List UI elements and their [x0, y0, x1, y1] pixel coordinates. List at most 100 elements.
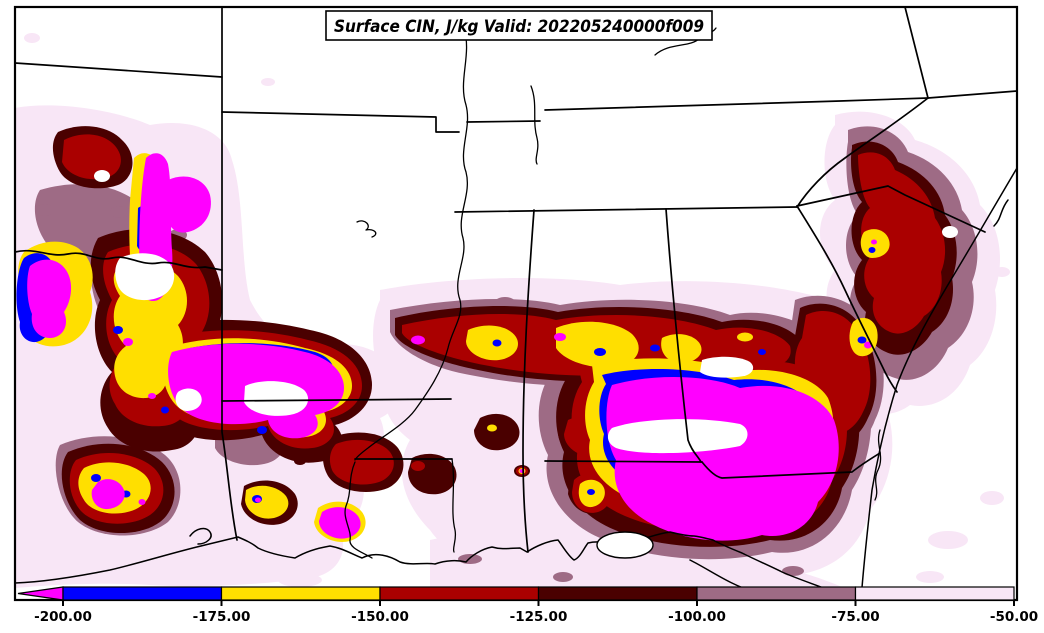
colorbar-tick-label: -175.00	[193, 609, 251, 625]
cin-layer-pink-shape	[604, 568, 636, 580]
cin-layer-blue-shape	[91, 474, 101, 482]
cin-layer-red-shape	[858, 152, 946, 334]
cin-layer-blue-shape	[868, 247, 876, 253]
cin-layer-pink-shape	[24, 33, 40, 43]
cin-layer-pink-shape	[261, 78, 275, 86]
cin-layer-pink-shape	[462, 572, 498, 584]
cin-field-white-holes-shape	[115, 253, 175, 301]
atlantic-coastline	[860, 167, 1017, 600]
cin-layer-magenta-shape	[411, 335, 425, 345]
cin-layer-pink-shape	[994, 267, 1010, 277]
ok-ar-tx-la-border	[221, 7, 238, 541]
colorbar-segment-yellow	[220, 586, 381, 601]
pearl-river	[451, 458, 457, 553]
fl-ga-river-squiggle	[874, 429, 882, 501]
cin-layer-magenta-shape	[166, 176, 211, 233]
cin-layer-mauve-shape	[36, 204, 54, 216]
ga-sc-border	[796, 205, 898, 393]
cin-layer-pink-shape	[916, 571, 944, 583]
cin-layer-blue-shape	[594, 348, 606, 356]
cin-layer-blue-shape	[161, 406, 169, 414]
cin-layer-mauve-shape	[110, 206, 130, 218]
cin-layer-pink-shape	[278, 573, 322, 587]
cin-layer-magenta-shape	[871, 239, 877, 245]
cin-layer-red-shape	[62, 134, 121, 180]
cin-layer-magenta-shape	[91, 479, 125, 510]
colorbar-segment-maroon	[537, 586, 698, 601]
cin-layer-blue-shape	[650, 344, 660, 352]
cin-layer-mauve-shape	[458, 554, 482, 564]
al-fl-border	[544, 460, 703, 463]
cin-layer-mauve-shape	[782, 566, 804, 576]
cin-layer-yellow-shape	[661, 334, 702, 364]
cin-layer-yellow-shape	[466, 325, 519, 361]
tn-ms-al-ga-border	[454, 206, 798, 213]
cin-layer-yellow-shape	[556, 321, 639, 368]
colorbar-tick-label: -50.00	[990, 609, 1038, 625]
cin-layer-red-shape	[329, 439, 394, 485]
colorbar-tick-label: -150.00	[351, 609, 409, 625]
ar-river-squiggle	[356, 220, 377, 238]
cin-layer-magenta-shape	[255, 497, 261, 503]
ks-ok-border	[15, 62, 223, 78]
mississippi-river	[354, 27, 469, 461]
ms-al-border	[522, 209, 535, 553]
lake-pontchartrain	[596, 531, 654, 559]
state-borders	[15, 7, 1017, 559]
colorbar: -200.00 -175.00 -150.00 -125.00 -100.00 -75.0…	[17, 586, 1038, 625]
cin-layer-maroon-shape	[474, 413, 520, 451]
cin-layer-magenta-shape	[138, 499, 146, 505]
cin-layer-blue-shape	[257, 426, 267, 434]
colorbar-tick-label: -100.00	[668, 609, 726, 625]
la-ar-border	[221, 398, 452, 402]
map-title-text: Surface CIN, J/kg Valid: 202205240000f00…	[334, 17, 704, 37]
cin-layer-blue-shape	[113, 326, 123, 334]
cin-layer-magenta-shape	[148, 393, 156, 399]
cin-field-white-holes	[94, 170, 958, 454]
nc-sc-border	[796, 185, 986, 233]
cin-field-white-holes-shape	[175, 388, 202, 411]
cin-layer-maroon-shape	[294, 457, 306, 465]
cin-layer-blue-shape	[758, 349, 766, 355]
title-box-rect	[325, 10, 713, 41]
cin-layer-mauve-shape	[553, 572, 573, 582]
cin-layer-magenta-shape	[554, 333, 566, 341]
cin-layer-mauve-shape	[495, 297, 515, 307]
cin-layer-magenta-shape	[27, 259, 72, 338]
galveston-bay	[189, 527, 212, 545]
cin-layer-red-shape	[411, 461, 425, 471]
mo-ar-border	[221, 111, 460, 133]
cin-layer-pink-shape	[430, 532, 855, 600]
cin-layer-magenta-shape	[606, 377, 839, 541]
colorbar-tick-label: -75.00	[831, 609, 879, 625]
cin-layer-yellow-shape	[737, 332, 753, 342]
colorbar-tick-label: -125.00	[510, 609, 568, 625]
colorbar-segment-pink	[854, 586, 1015, 601]
cin-layer-magenta-shape	[123, 338, 133, 346]
title-box: Surface CIN, J/kg Valid: 202205240000f00…	[325, 10, 713, 41]
cin-field-white-holes-shape	[700, 356, 754, 378]
tennessee-river	[530, 85, 539, 165]
ky-tn-border	[544, 97, 929, 111]
ky-va-border	[904, 7, 929, 99]
cin-layer-blue-shape	[587, 489, 595, 495]
fl-ga-border	[701, 452, 881, 479]
cin-layer-pink-shape	[980, 491, 1004, 505]
cin-field-white-holes-shape	[244, 381, 309, 416]
carolina-capes	[993, 199, 1009, 227]
cin-field-white-holes-shape	[942, 226, 958, 238]
cin-layer-blue-shape	[857, 336, 867, 344]
gulf-coastline	[15, 531, 853, 600]
cin-layer-yellow-shape	[245, 485, 289, 519]
red-river-tx-ok-border	[15, 249, 223, 271]
colorbar-segment-mauve	[696, 586, 857, 601]
cin-layer-magenta-shape	[319, 507, 361, 539]
cin-field-white-holes-shape	[94, 170, 110, 182]
colorbar-tick-label: -200.00	[34, 609, 92, 625]
colorbar-segment-blue	[62, 586, 223, 601]
colorbar-segment-red	[379, 586, 540, 601]
tn-nc-border	[796, 97, 929, 208]
colorbar-segments: -200.00 -175.00 -150.00 -125.00 -100.00 -75.0…	[17, 586, 1038, 625]
cin-field	[15, 33, 1010, 600]
